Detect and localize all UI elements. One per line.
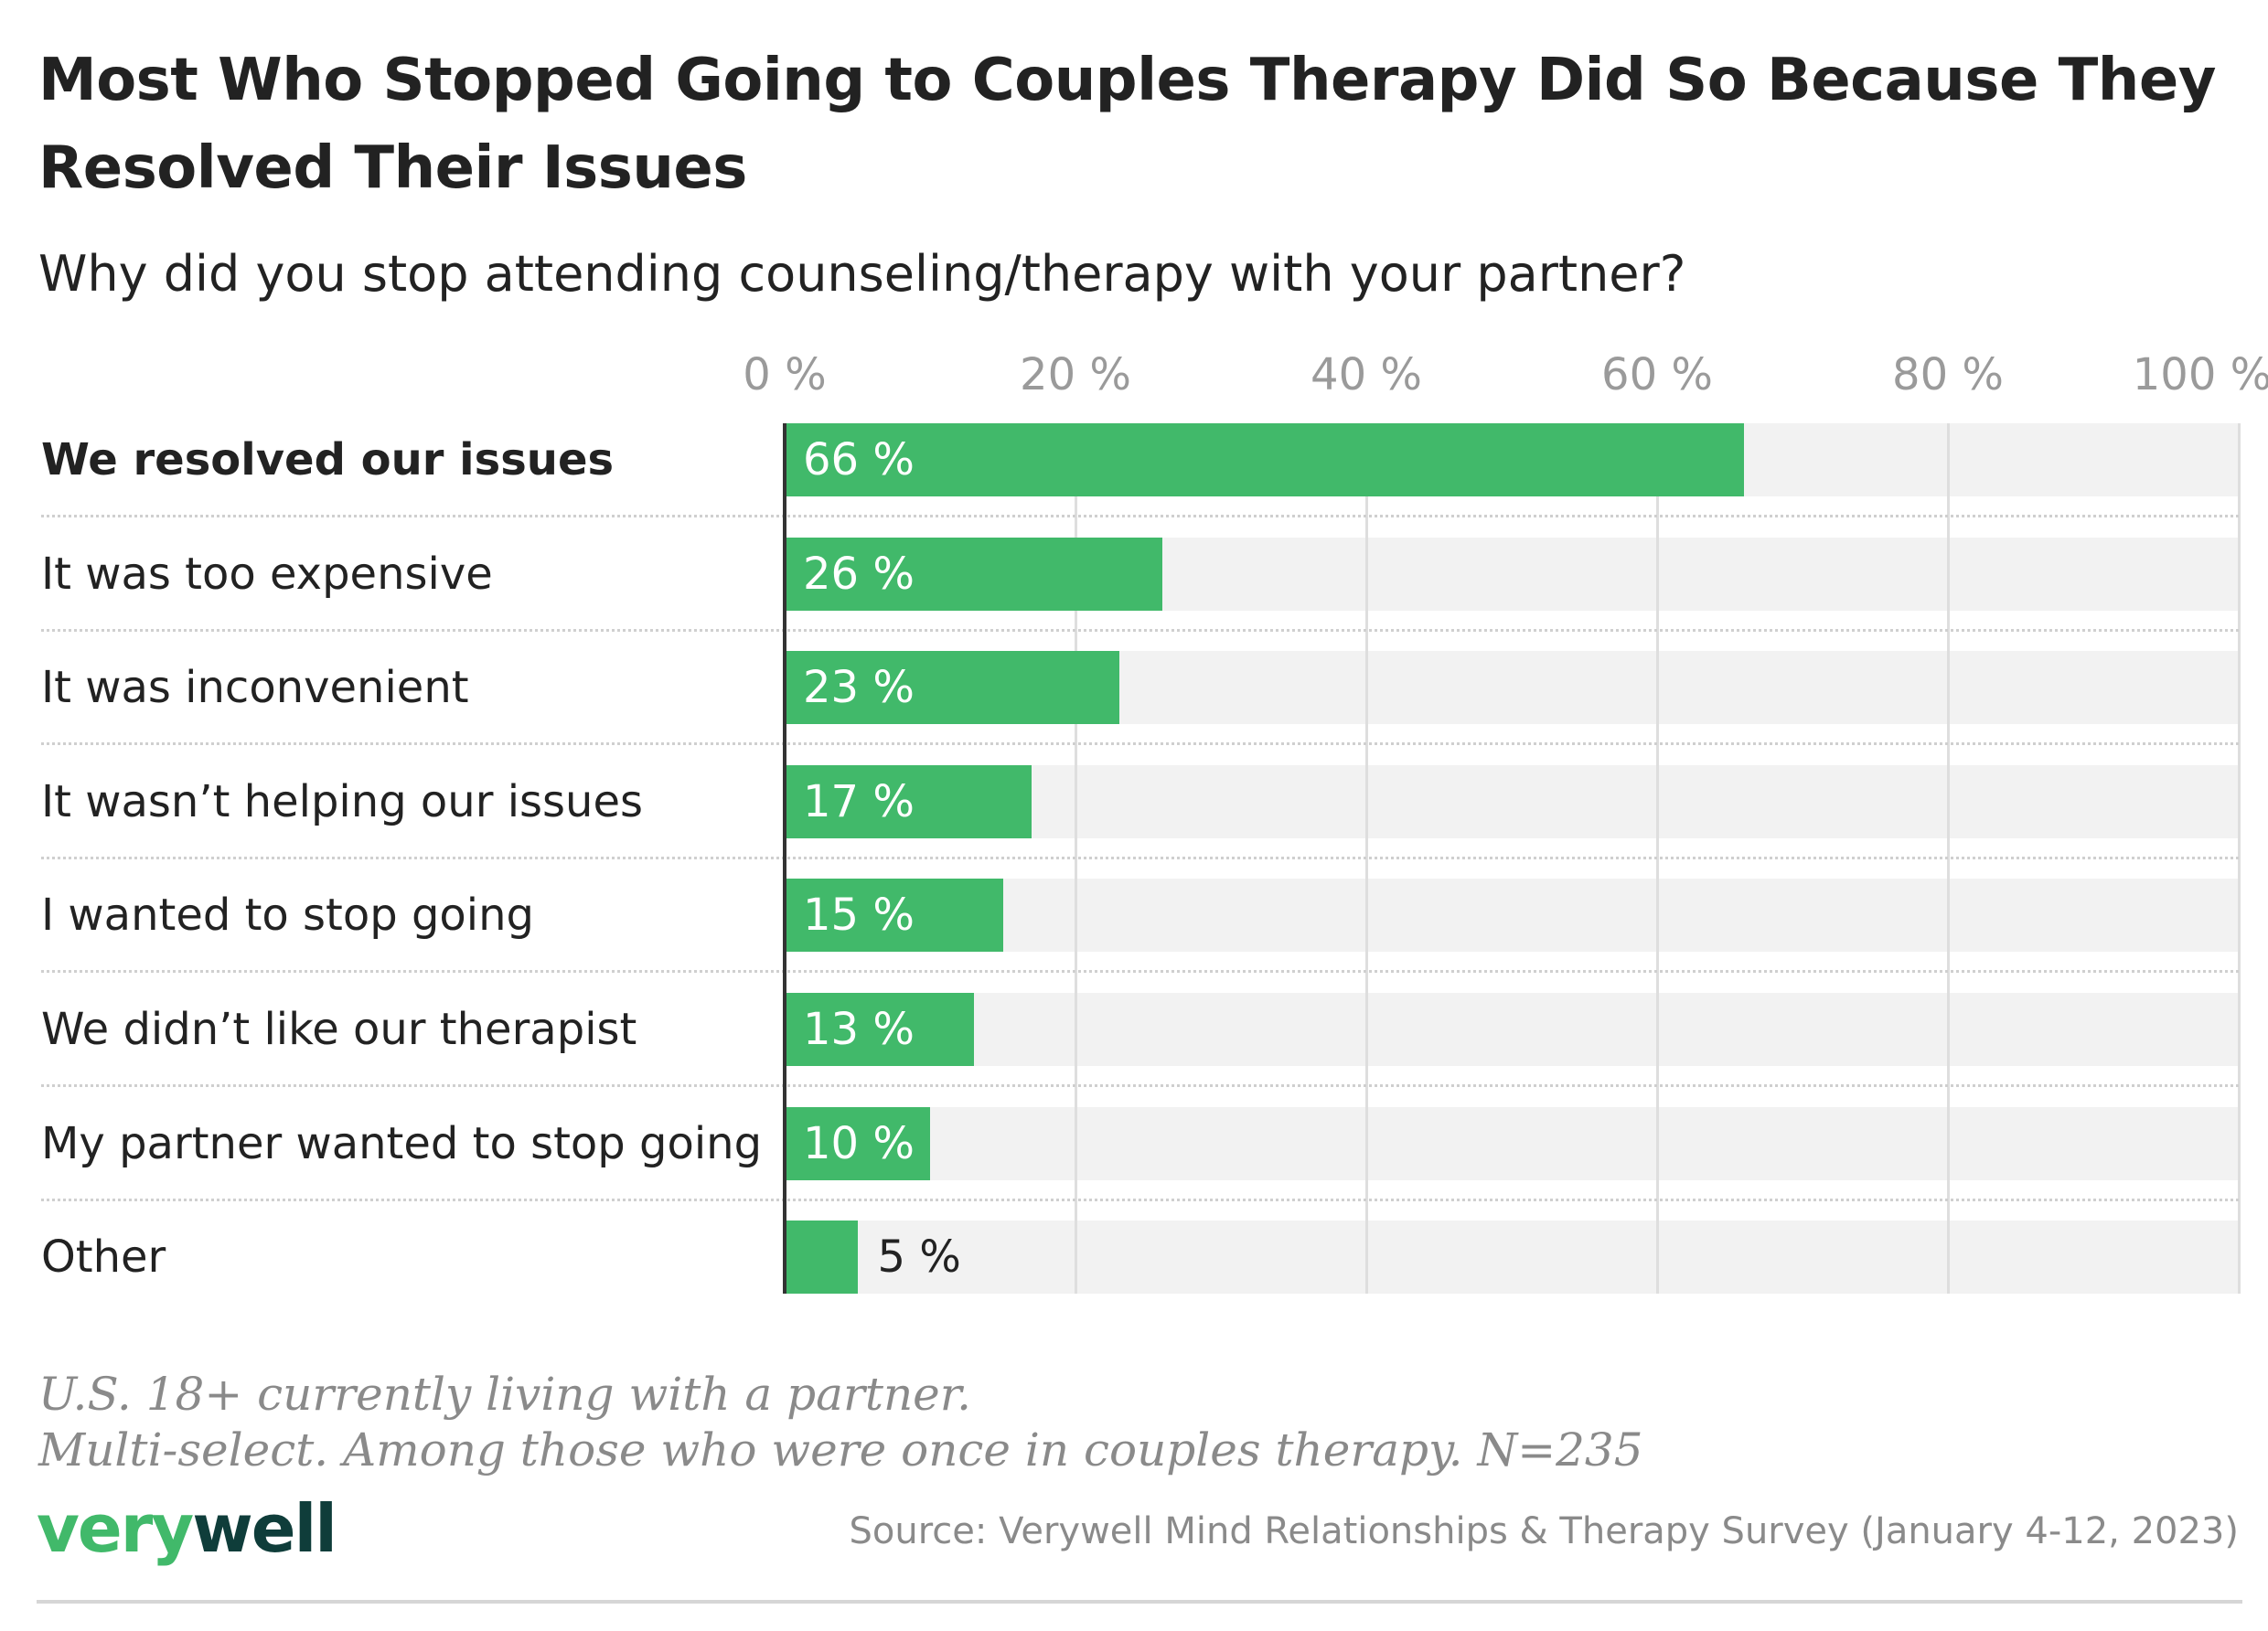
bar-value-label: 17 % xyxy=(803,775,915,827)
note-population: U.S. 18+ currently living with a partner… xyxy=(38,1368,972,1421)
bar xyxy=(785,993,974,1066)
category-label: It wasn’t helping our issues xyxy=(41,775,644,827)
bar-track xyxy=(785,879,2239,953)
category-label: We didn’t like our therapist xyxy=(41,1004,637,1055)
x-tick-label: 40 % xyxy=(1311,349,1422,400)
bottom-divider xyxy=(37,1600,2242,1604)
bar-value-label: 10 % xyxy=(803,1117,915,1169)
x-tick-label: 100 % xyxy=(2132,349,2268,400)
logo-very: very xyxy=(37,1490,194,1567)
source-text: Source: Verywell Mind Relationships & Th… xyxy=(849,1510,2239,1552)
bar-track xyxy=(785,1106,2239,1180)
bar xyxy=(785,764,1032,838)
bar xyxy=(785,537,1163,611)
category-label: It was too expensive xyxy=(41,548,493,600)
gridline xyxy=(2238,423,2241,1294)
chart-title: Most Who Stopped Going to Couples Therap… xyxy=(38,47,2216,202)
verywell-logo: verywell xyxy=(37,1490,337,1567)
category-label: It was inconvenient xyxy=(41,662,469,714)
bar-value-label: 66 % xyxy=(803,434,915,485)
bar xyxy=(785,1106,930,1180)
bar-track xyxy=(785,993,2239,1066)
bar-value-label: 26 % xyxy=(803,548,915,600)
bar-value-label: 5 % xyxy=(877,1231,961,1284)
bar xyxy=(785,1221,858,1295)
row-separator xyxy=(41,628,2239,632)
category-label: My partner wanted to stop going xyxy=(41,1117,763,1169)
x-tick-label: 60 % xyxy=(1601,349,1713,400)
x-tick-label: 80 % xyxy=(1892,349,2004,400)
row-separator xyxy=(41,856,2239,859)
bar xyxy=(785,651,1119,725)
bar-value-label: 13 % xyxy=(803,1004,915,1055)
category-label: We resolved our issues xyxy=(41,434,615,485)
bar-track xyxy=(785,1221,2239,1295)
chart-subtitle: Why did you stop attending counseling/th… xyxy=(38,245,1686,303)
x-tick-label: 20 % xyxy=(1020,349,1131,400)
row-separator xyxy=(41,1198,2239,1201)
note-sample: Multi-select. Among those who were once … xyxy=(38,1423,1643,1476)
bar xyxy=(785,423,1745,496)
row-separator xyxy=(41,742,2239,746)
bar xyxy=(785,879,1003,953)
logo-well: well xyxy=(192,1490,337,1567)
category-label: I wanted to stop going xyxy=(41,890,535,942)
category-label: Other xyxy=(41,1231,166,1284)
y-axis-line xyxy=(783,423,786,1294)
x-tick-label: 0 % xyxy=(743,349,827,400)
row-separator xyxy=(41,970,2239,974)
bar-value-label: 15 % xyxy=(803,890,915,942)
row-separator xyxy=(41,1084,2239,1087)
bar-value-label: 23 % xyxy=(803,662,915,714)
row-separator xyxy=(41,515,2239,517)
